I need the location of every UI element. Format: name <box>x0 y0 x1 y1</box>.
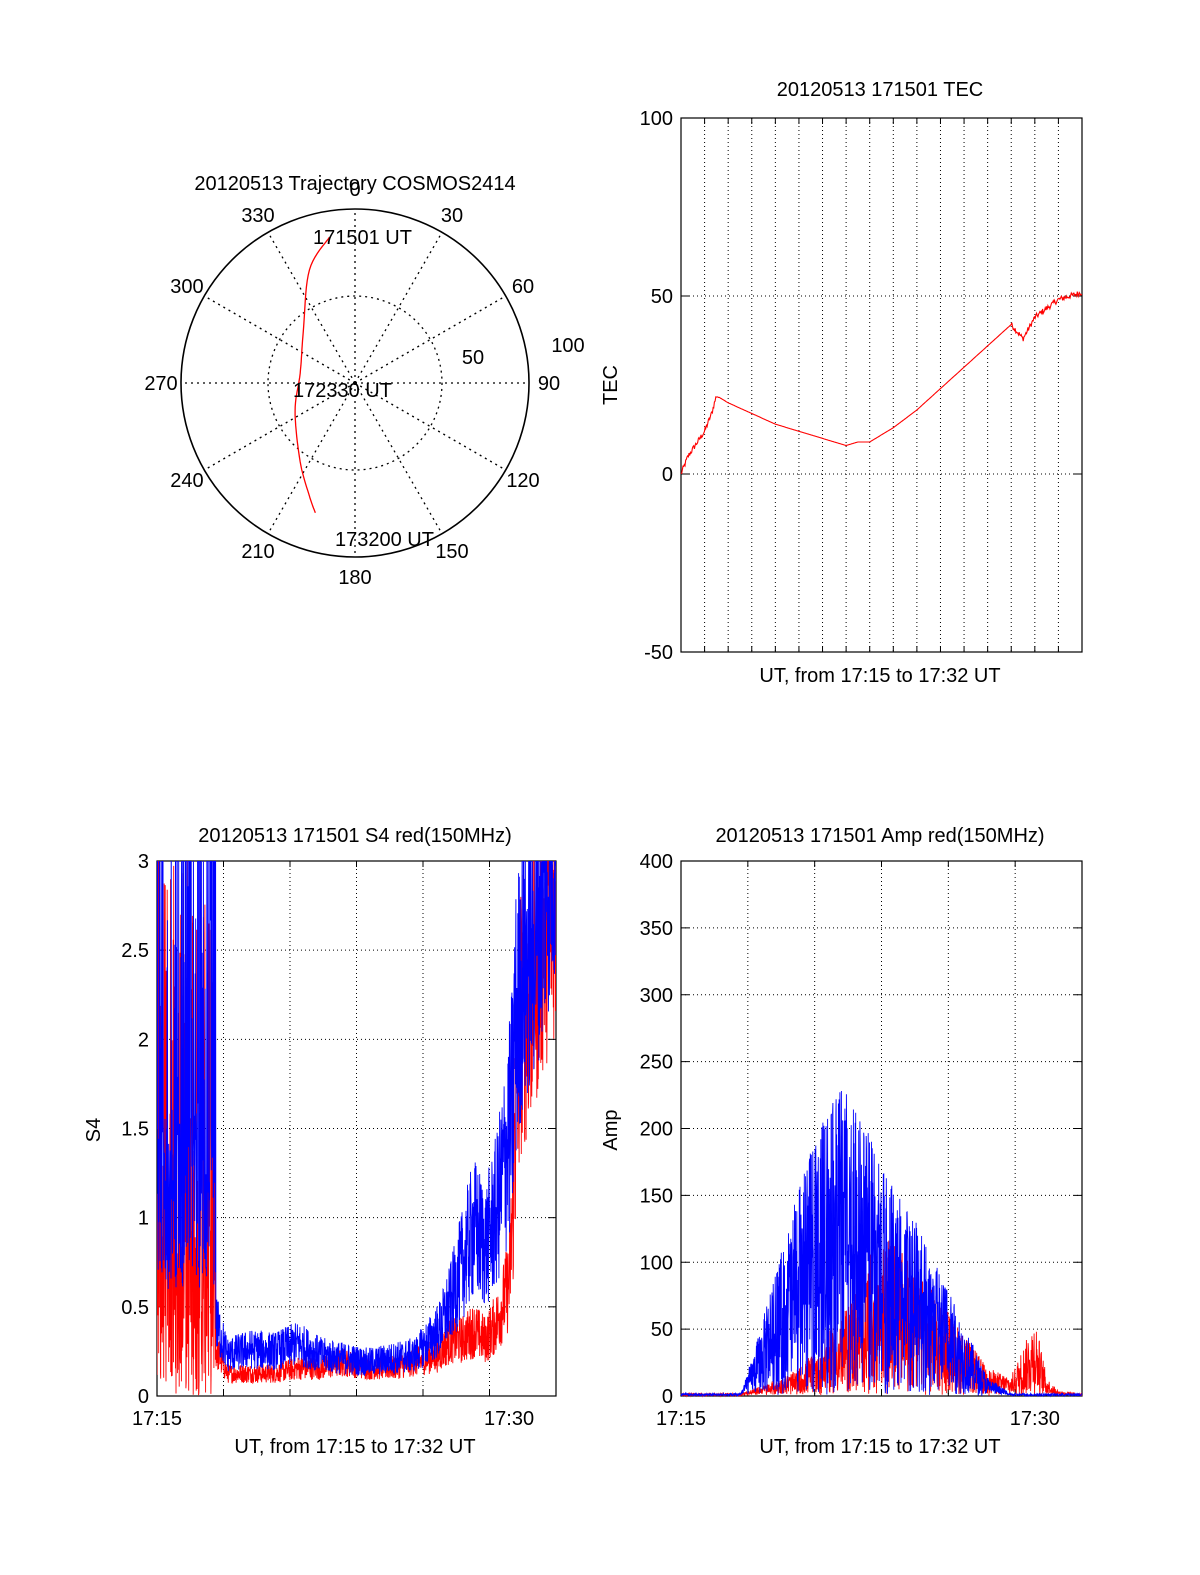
polar-radial-gridline <box>267 231 356 384</box>
amp-plot-frame <box>680 860 1083 1397</box>
polar-annotation: 173200 UT <box>335 529 434 551</box>
amp-y-tick-label: 250 <box>640 1052 673 1074</box>
polar-angle-label: 240 <box>170 470 203 492</box>
s4-ylabel: S4 <box>83 1118 105 1142</box>
polar-angle-label: 90 <box>538 373 560 395</box>
polar-angle-label: 150 <box>435 541 468 563</box>
s4-y-tick-label: 0 <box>138 1386 149 1408</box>
amp-chart: 20120513 171501 Amp red(150MHz) UT, from… <box>600 825 1083 1458</box>
polar-radial-gridline <box>354 295 507 384</box>
s4-x-tick-label: 17:15 <box>132 1408 182 1430</box>
polar-angle-label: 300 <box>170 276 203 298</box>
polar-annotation: 172330 UT <box>293 380 392 402</box>
amp-y-tick-label: 150 <box>640 1185 673 1207</box>
polar-radial-gridline <box>354 231 443 384</box>
tec-y-tick-label: 100 <box>640 108 673 130</box>
polar-trajectory-chart: 20120513 Trajectory COSMOS2414 0 30 60 90 12… <box>144 173 584 589</box>
amp-y-tick-label: 300 <box>640 985 673 1007</box>
s4-y-tick-label: 2 <box>138 1029 149 1051</box>
polar-radial-gridline <box>354 382 507 471</box>
amp-y-tick-label: 350 <box>640 918 673 940</box>
amp-x-tick-label: 17:30 <box>1010 1408 1060 1430</box>
polar-angle-label: 30 <box>441 205 463 227</box>
s4-xlabel: UT, from 17:15 to 17:32 UT <box>234 1436 475 1458</box>
polar-angle-label: 180 <box>338 567 371 589</box>
polar-circle-gridline <box>267 295 443 471</box>
polar-radial-gridline <box>354 382 443 535</box>
polar-radius-label: 50 <box>462 347 484 369</box>
tec-y-tick-label: 50 <box>651 286 673 308</box>
polar-angle-label: 0 <box>349 179 360 201</box>
s4-blue-line <box>157 861 556 1376</box>
polar-trajectory-line <box>294 236 330 514</box>
tec-plot-frame <box>680 117 1083 653</box>
tec-xlabel: UT, from 17:15 to 17:32 UT <box>759 665 1000 687</box>
tec-y-tick-label: -50 <box>644 642 673 664</box>
polar-radial-gridline <box>203 295 356 384</box>
polar-angle-label: 270 <box>144 373 177 395</box>
s4-y-tick-label: 2.5 <box>121 940 149 962</box>
amp-xlabel: UT, from 17:15 to 17:32 UT <box>759 1436 1000 1458</box>
s4-y-tick-label: 3 <box>138 851 149 873</box>
s4-y-tick-label: 1 <box>138 1208 149 1230</box>
amp-blue-line <box>680 1090 1083 1398</box>
tec-chart: 20120513 171501 TEC UT, from 17:15 to 17… <box>600 79 1083 687</box>
amp-title: 20120513 171501 Amp red(150MHz) <box>715 825 1044 847</box>
s4-title: 20120513 171501 S4 red(150MHz) <box>198 825 512 847</box>
s4-chart: 20120513 171501 S4 red(150MHz) UT, from … <box>83 825 557 1458</box>
s4-x-tick-label: 17:30 <box>484 1408 534 1430</box>
tec-title: 20120513 171501 TEC <box>777 79 983 101</box>
polar-outer-circle <box>180 208 530 558</box>
amp-y-tick-label: 100 <box>640 1252 673 1274</box>
polar-angle-label: 120 <box>506 470 539 492</box>
amp-y-tick-label: 200 <box>640 1119 673 1141</box>
polar-radial-gridline <box>203 382 356 471</box>
polar-radial-gridline <box>267 382 356 535</box>
polar-angle-label: 60 <box>512 276 534 298</box>
polar-annotation: 171501 UT <box>313 227 412 249</box>
polar-title: 20120513 Trajectory COSMOS2414 <box>194 173 515 195</box>
amp-y-tick-label: 0 <box>662 1386 673 1408</box>
amp-x-tick-label: 17:15 <box>656 1408 706 1430</box>
polar-radius-label: 100 <box>551 335 584 357</box>
polar-angle-label: 210 <box>241 541 274 563</box>
polar-angle-label: 330 <box>241 205 274 227</box>
tec-red-line <box>680 291 1083 475</box>
tec-ylabel: TEC <box>600 365 622 405</box>
amp-ylabel: Amp <box>600 1109 622 1150</box>
amp-y-tick-label: 50 <box>651 1319 673 1341</box>
s4-y-tick-label: 0.5 <box>121 1297 149 1319</box>
tec-y-tick-label: 0 <box>662 464 673 486</box>
amp-y-tick-label: 400 <box>640 851 673 873</box>
s4-y-tick-label: 1.5 <box>121 1119 149 1141</box>
